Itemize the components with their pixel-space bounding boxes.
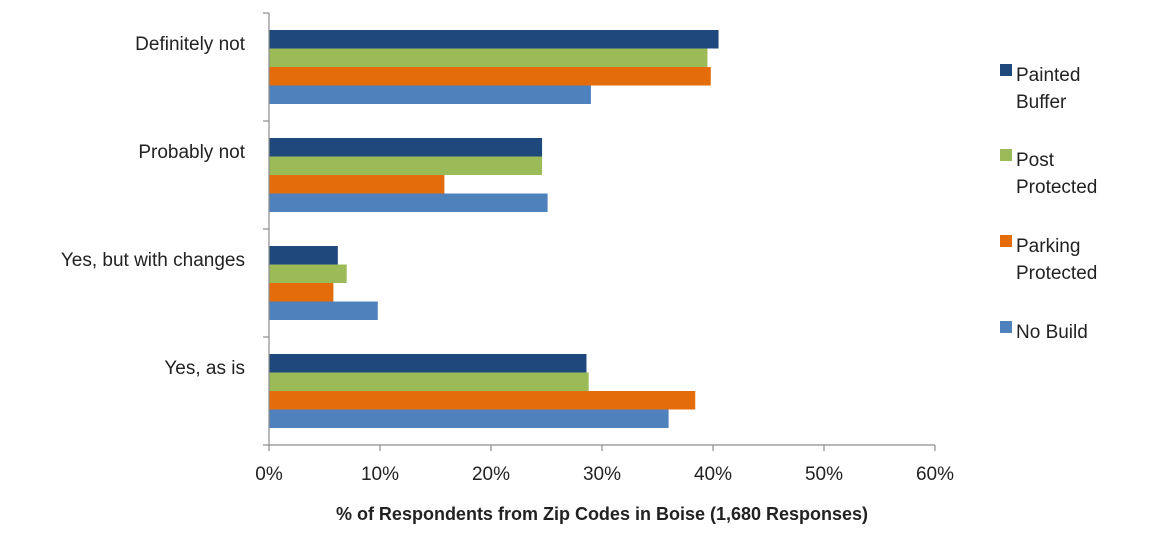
bar: [269, 283, 334, 302]
legend: Painted Buffer Post Protected Parking Protect…: [1000, 64, 1097, 343]
x-tick-label: 40%: [694, 464, 732, 485]
legend-label: Protected: [1016, 263, 1097, 284]
bar: [269, 156, 543, 175]
bar: [269, 85, 591, 104]
bar: [269, 372, 589, 391]
category-label: Definitely not: [135, 34, 246, 55]
x-axis-label: % of Respondents from Zip Codes in Boise…: [336, 504, 868, 524]
category-label: Yes, as is: [164, 358, 245, 379]
category-labels: Definitely not Probably not Yes, but with …: [61, 34, 246, 379]
legend-label: Buffer: [1016, 92, 1067, 113]
legend-label: Parking: [1016, 236, 1080, 257]
legend-label: No Build: [1016, 322, 1088, 343]
category-label: Yes, but with changes: [61, 250, 245, 271]
legend-swatch: [1000, 149, 1012, 161]
legend-swatch: [1000, 235, 1012, 247]
bar: [269, 48, 708, 67]
bar: [269, 30, 719, 49]
bars-group: [269, 30, 719, 428]
bar: [269, 354, 587, 373]
bar: [269, 67, 711, 86]
category-label: Probably not: [138, 142, 245, 163]
bar: [269, 138, 543, 157]
bar: [269, 301, 378, 320]
x-tick-label: 0%: [255, 464, 283, 485]
x-tick-labels: 0% 10% 20% 30% 40% 50% 60%: [255, 464, 954, 485]
bar: [269, 175, 445, 194]
x-tick-label: 10%: [361, 464, 399, 485]
bar: [269, 193, 548, 212]
legend-label: Protected: [1016, 177, 1097, 198]
x-tick-label: 20%: [472, 464, 510, 485]
bar: [269, 264, 347, 283]
legend-label: Painted: [1016, 65, 1080, 86]
legend-swatch: [1000, 321, 1012, 333]
x-tick-label: 50%: [805, 464, 843, 485]
legend-swatch: [1000, 64, 1012, 76]
bar: [269, 391, 696, 410]
x-tick-label: 30%: [583, 464, 621, 485]
x-tick-label: 60%: [916, 464, 954, 485]
legend-label: Post: [1016, 150, 1055, 171]
bar: [269, 409, 669, 428]
axes-group: [263, 12, 936, 451]
bar: [269, 246, 338, 265]
